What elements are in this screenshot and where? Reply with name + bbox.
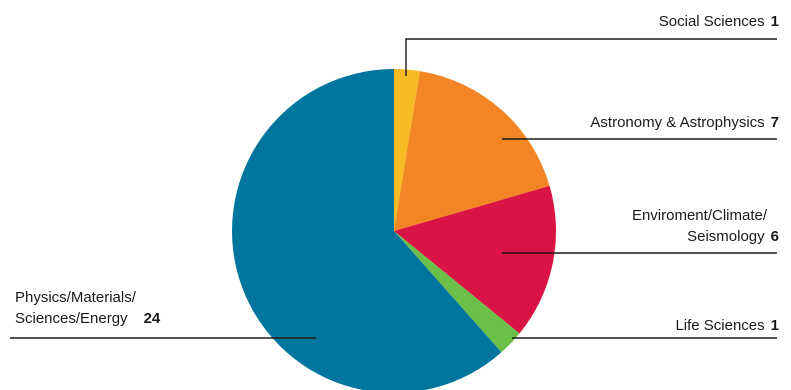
label-physics: Physics/Materials/ Sciences/Energy 24 bbox=[15, 287, 160, 329]
label-life-sciences-name: Life Sciences bbox=[675, 317, 765, 334]
slice-social-sciences bbox=[394, 69, 420, 231]
label-environment-value: 6 bbox=[770, 228, 779, 245]
label-physics-line1: Physics/Materials/ bbox=[15, 289, 136, 306]
label-social-sciences: Social Sciences 1 bbox=[659, 11, 779, 32]
pie-slices bbox=[232, 69, 556, 390]
label-astronomy: Astronomy & Astrophysics 7 bbox=[590, 112, 779, 133]
leader-social-sciences bbox=[405, 38, 777, 76]
leader-lines bbox=[10, 38, 777, 339]
slice-life-sciences bbox=[394, 231, 520, 353]
label-environment-line2: Seismology bbox=[687, 228, 765, 245]
label-astronomy-value: 7 bbox=[770, 114, 779, 131]
label-environment-line1: Enviroment/Climate/ bbox=[631, 207, 767, 224]
label-life-sciences: Life Sciences 1 bbox=[675, 315, 779, 336]
label-social-sciences-name: Social Sciences bbox=[658, 13, 765, 30]
label-social-sciences-value: 1 bbox=[770, 13, 779, 30]
label-astronomy-name: Astronomy & Astrophysics bbox=[590, 114, 765, 131]
label-life-sciences-value: 1 bbox=[770, 317, 779, 334]
slice-physics bbox=[232, 69, 502, 390]
label-physics-line2: Sciences/Energy bbox=[15, 310, 128, 327]
slice-environment bbox=[394, 185, 556, 334]
label-physics-value: 24 bbox=[143, 310, 161, 327]
label-environment: Enviroment/Climate/ Seismology 6 bbox=[632, 205, 779, 247]
slice-astronomy bbox=[394, 71, 550, 231]
